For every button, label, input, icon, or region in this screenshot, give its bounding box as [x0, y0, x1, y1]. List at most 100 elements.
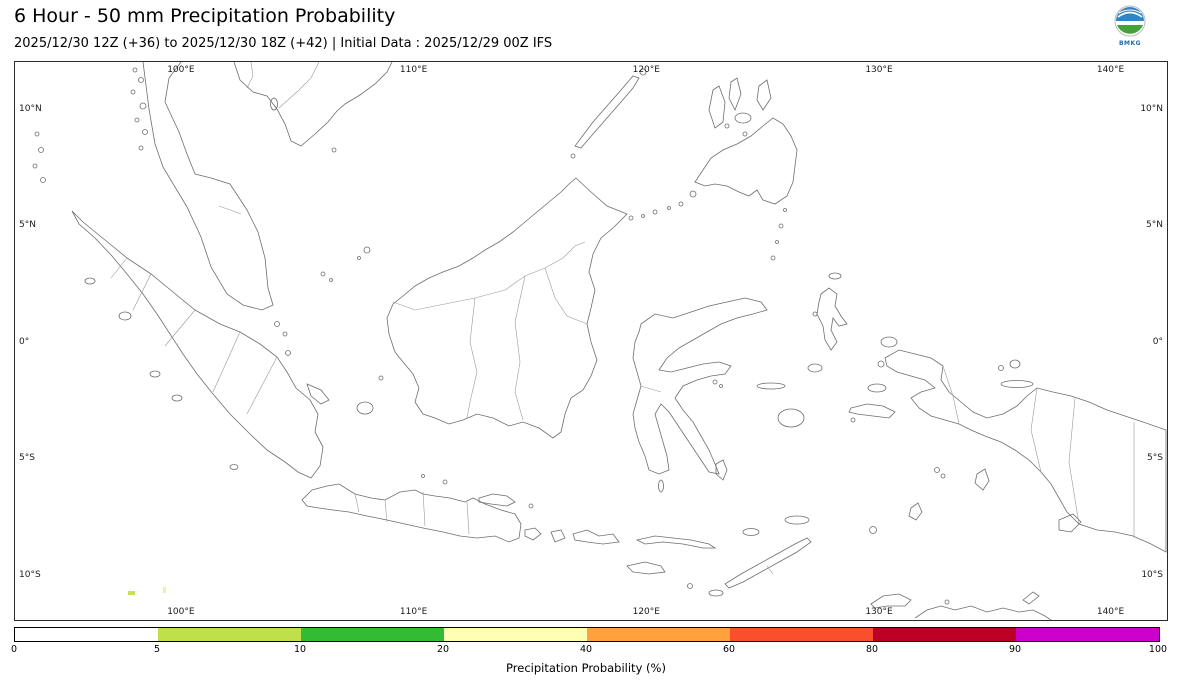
island-belitung: [356, 401, 374, 415]
island-borneo: [386, 177, 628, 439]
island-pagai: [171, 394, 183, 402]
island-riau: [274, 321, 280, 327]
island-con-dao: [331, 147, 337, 153]
colorbar-tick-40: 40: [579, 644, 593, 655]
island-biak: [1009, 359, 1021, 369]
nicobar-islet: [40, 177, 46, 183]
island-bali: [524, 527, 542, 541]
colorbar-tick-20: 20: [436, 644, 450, 655]
island-melville: [870, 593, 912, 609]
island-nias: [118, 311, 132, 321]
bmkg-logo: BMKG: [1112, 5, 1148, 47]
colorbar-segment-0-5: [15, 628, 158, 641]
island-phu-quoc: [270, 97, 278, 111]
colorbar-tick-10: 10: [293, 644, 307, 655]
border-timor-leste: [766, 565, 774, 575]
islet: [282, 331, 288, 337]
island-busuanga: [639, 68, 647, 76]
sulu-islet: [641, 214, 645, 218]
border-kalimantan-3: [544, 267, 588, 325]
island-misool: [867, 383, 887, 393]
mergui-islet: [138, 77, 144, 83]
nicobar-islet: [32, 163, 38, 169]
island-wetar: [784, 515, 810, 525]
border-papua-2: [1068, 397, 1080, 525]
island-morotai: [828, 272, 842, 280]
border-sumatra-3: [212, 331, 241, 393]
island-banggai: [712, 379, 718, 385]
small-islands-group: [32, 67, 1034, 605]
logo-cloud-line: [1117, 11, 1143, 18]
island-siberut: [149, 370, 161, 378]
mergui-islet: [139, 102, 147, 110]
border-malaysia-indonesia: [392, 241, 586, 311]
border-sumatra-1: [132, 273, 152, 311]
border-thailand-cambodia: [246, 62, 254, 89]
island-flores: [635, 535, 717, 549]
islet: [940, 473, 946, 479]
colorbar-label: Precipitation Probability (%): [506, 661, 666, 675]
island-camiguin: [742, 131, 748, 137]
border-papua-3: [942, 365, 960, 425]
bmkg-logo-text: BMKG: [1118, 40, 1142, 47]
island-halmahera: [816, 287, 848, 351]
island-sulawesi: [632, 297, 768, 475]
sulu-islet: [652, 209, 658, 215]
island-leyte: [756, 79, 772, 111]
colorbar-segment-20-40: [444, 628, 587, 641]
island-tanimbar: [908, 502, 923, 521]
island-buton: [715, 459, 728, 481]
island-seram: [848, 403, 896, 419]
border-sumatra-5: [110, 257, 128, 279]
island-sumba: [626, 561, 666, 575]
colorbar-segment-5-10: [158, 628, 301, 641]
island-obi: [807, 363, 823, 373]
map-coastlines: [32, 62, 1167, 620]
island-cebu: [728, 77, 742, 111]
island-madura: [478, 493, 516, 507]
island-sula: [756, 382, 786, 390]
island-babar: [869, 526, 877, 534]
colorbar-tick-80: 80: [865, 644, 879, 655]
border-papua-1: [1030, 387, 1042, 473]
island-karimunjawa: [421, 474, 425, 478]
island-mindanao: [694, 117, 798, 205]
coast-indochina: [233, 62, 393, 147]
island-alor: [742, 528, 760, 536]
mergui-islet: [130, 89, 136, 95]
mergui-islet: [134, 117, 140, 123]
sangihe-islet: [778, 223, 784, 229]
islet: [357, 256, 361, 260]
islet: [329, 278, 333, 282]
island-palawan: [574, 75, 640, 149]
island-ternate: [812, 311, 818, 317]
colorbar-segment-90-100: [1016, 628, 1159, 641]
border-vietnam-cambodia: [278, 62, 320, 109]
border-sulawesi: [640, 385, 662, 393]
border-kalimantan-1: [466, 297, 478, 419]
border-java-3: [466, 501, 470, 535]
island-rote: [708, 589, 724, 597]
island-bawean: [442, 479, 448, 485]
island-ambon: [850, 417, 856, 423]
colorbar-tick-5: 5: [153, 644, 161, 655]
island-buru: [777, 408, 805, 428]
coast-australia: [914, 605, 1052, 620]
mergui-islet: [132, 67, 138, 73]
sangihe-islet: [775, 240, 779, 244]
border-java-2: [422, 491, 426, 527]
mergui-islet: [142, 129, 148, 135]
colorbar-segment-80-90: [873, 628, 1016, 641]
island-waigeo: [880, 336, 898, 348]
sangihe-islet: [770, 255, 776, 261]
border-thailand-malaysia: [218, 205, 242, 215]
island-java: [301, 483, 522, 543]
colorbar-segment-40-60: [587, 628, 730, 641]
sulu-islet: [628, 215, 634, 221]
nicobar-islet: [34, 131, 40, 137]
island-balabac: [570, 153, 576, 159]
forecast-period-subtitle: 2025/12/30 12Z (+36) to 2025/12/30 18Z (…: [14, 36, 553, 51]
logo-earth: [1117, 25, 1143, 34]
island-natuna: [363, 246, 371, 254]
island-sumatra: [71, 210, 324, 479]
